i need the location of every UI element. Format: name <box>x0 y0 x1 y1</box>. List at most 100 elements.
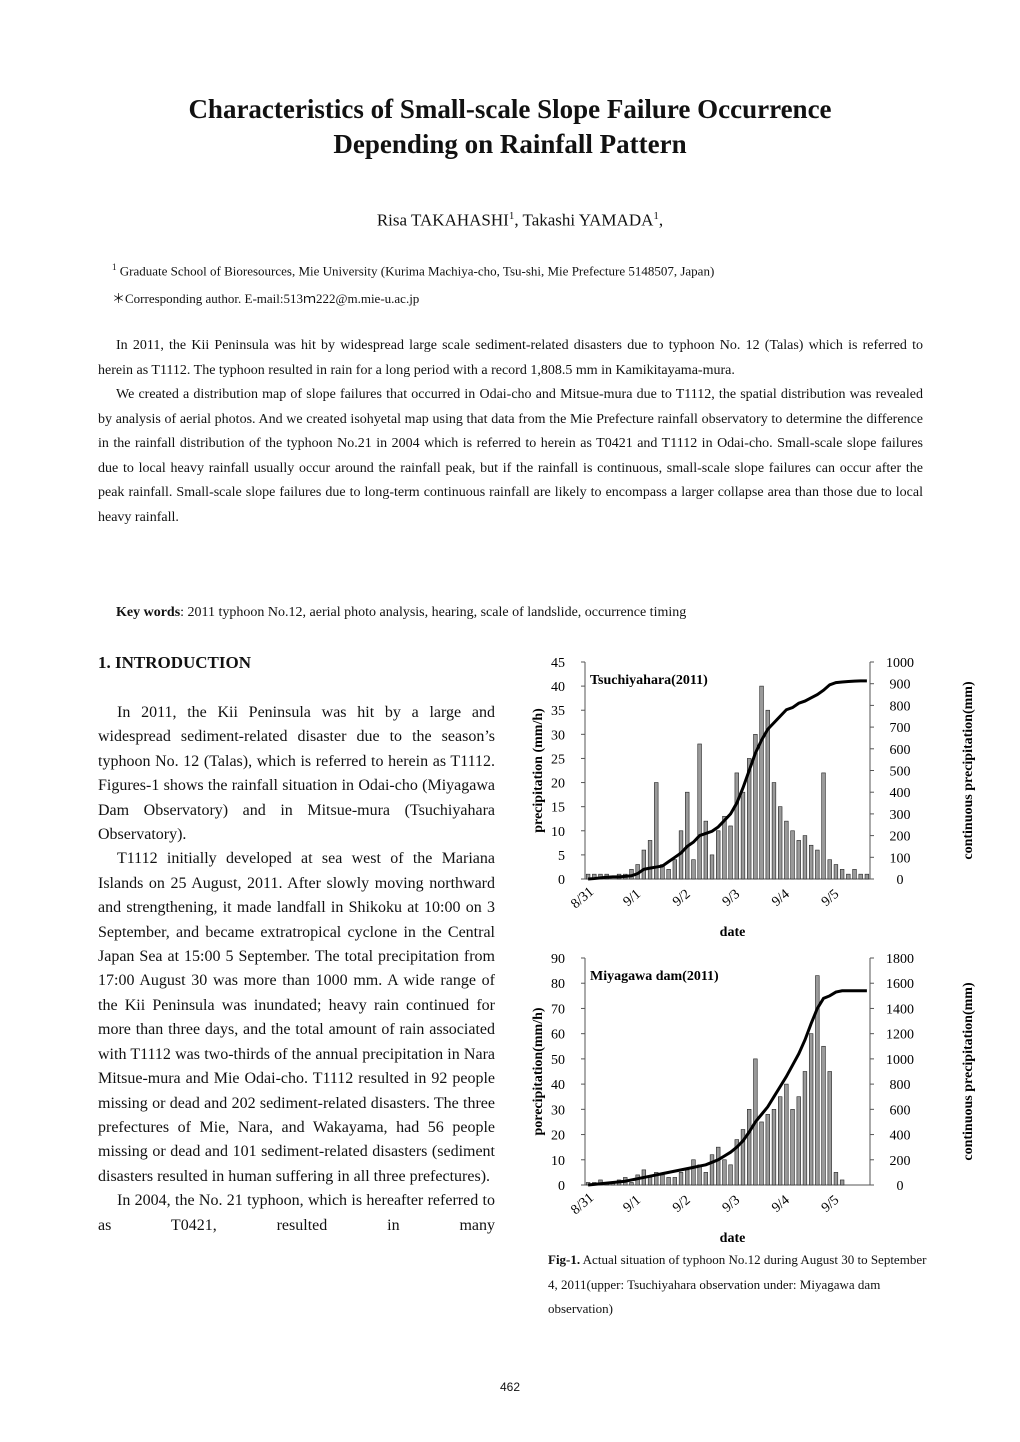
y-tick-label: 60 <box>551 1028 565 1043</box>
bar <box>808 844 814 880</box>
y-tick-label: 35 <box>551 704 565 719</box>
bar <box>722 1159 727 1186</box>
y2-tick-label: 1600 <box>886 977 914 992</box>
title-line: Depending on Rainfall Pattern <box>333 129 687 159</box>
affiliation-text: Graduate School of Bioresources, Mie Uni… <box>119 263 715 279</box>
caption-label: Fig-1. <box>548 1252 581 1267</box>
bar <box>852 869 857 880</box>
y-tick-label: 25 <box>551 752 565 767</box>
bar <box>647 1177 653 1186</box>
body-paragraph: In 2011, the Kii Peninsula was hit by a … <box>98 704 495 844</box>
bar <box>685 791 690 880</box>
bar <box>660 1174 665 1186</box>
y-axis-label: porecipitation(mm/h) <box>531 1007 546 1135</box>
bar <box>784 820 789 880</box>
cumulative-line <box>587 679 867 881</box>
y-tick-label: 10 <box>551 1154 565 1169</box>
bar <box>759 685 764 880</box>
x-tick-label: 9/4 <box>769 1193 792 1216</box>
x-axis-label: date <box>720 1231 746 1246</box>
y-tick-label: 40 <box>551 680 565 695</box>
author-sup: 1 <box>508 210 515 222</box>
y2-axis-label: continuous precipitation(mm) <box>961 681 976 860</box>
x-axis-label: date <box>720 925 746 940</box>
y-tick-label: 5 <box>558 849 565 864</box>
bar <box>728 825 733 880</box>
y2-tick-label: 600 <box>890 743 911 758</box>
bar <box>821 772 826 880</box>
bar <box>666 869 671 880</box>
y2-tick-label: 200 <box>890 1154 911 1169</box>
y2-tick-label: 900 <box>890 678 911 693</box>
bar <box>697 743 702 880</box>
y-tick-label: 30 <box>551 1103 565 1118</box>
y2-tick-label: 200 <box>890 830 911 845</box>
x-tick-label: 8/31 <box>568 885 597 912</box>
bar <box>827 859 832 880</box>
affiliation-sup: 1 <box>112 262 117 272</box>
bar <box>647 840 653 880</box>
y2-tick-label: 400 <box>890 786 911 801</box>
chart: 0 10 20 30 40 50 60 70 80 90 0 200 400 600 800 1000 1200… <box>531 952 976 1246</box>
bar <box>771 782 777 880</box>
bar <box>685 1169 690 1186</box>
bar <box>846 873 851 880</box>
y2-tick-label: 0 <box>897 873 904 888</box>
author-sup: 1 <box>653 210 659 222</box>
x-tick-label: 9/3 <box>720 887 743 910</box>
bar <box>654 782 659 880</box>
x-tick-label: 9/2 <box>670 1193 693 1216</box>
affiliation: 1 Graduate School of Bioresources, Mie U… <box>112 262 714 279</box>
page-number: 462 <box>499 1380 521 1394</box>
y-tick-label: 50 <box>551 1053 565 1068</box>
y2-tick-label: 300 <box>890 808 911 823</box>
authors: Risa TAKAHASHI1, Takashi YAMADA1, <box>0 210 1020 231</box>
y-tick-label: 30 <box>551 728 565 743</box>
chart: 0 5 10 15 20 25 30 35 40 45 0 100 200 300 400 500 600 700… <box>531 656 976 940</box>
y2-tick-label: 0 <box>897 1179 904 1194</box>
y2-tick-label: 600 <box>890 1103 911 1118</box>
author-name: Risa TAKAHASHI <box>376 210 509 230</box>
bar <box>716 830 721 880</box>
bar <box>802 1071 808 1186</box>
section-heading: 1. INTRODUCTION <box>98 653 252 672</box>
bar <box>691 859 696 880</box>
bar <box>778 806 783 880</box>
y-tick-label: 40 <box>551 1078 565 1093</box>
bar <box>808 1033 814 1186</box>
y2-tick-label: 1200 <box>886 1028 914 1043</box>
body-paragraph: T1112 initially developed at sea west of… <box>98 850 495 1185</box>
bar <box>765 1114 770 1186</box>
bar <box>839 1179 845 1186</box>
bar <box>728 1164 733 1186</box>
bar <box>796 1096 801 1186</box>
bar <box>753 734 758 880</box>
keywords: Key words: 2011 typhoon No.12, aerial ph… <box>116 605 686 621</box>
bar <box>815 975 820 1186</box>
abstract-paragraph: In 2011, the Kii Peninsula was hit by wi… <box>98 338 923 378</box>
bar <box>654 1172 659 1186</box>
caption: Fig-1. Actual situation of typhoon No.12… <box>548 1248 928 1322</box>
bar <box>641 849 647 880</box>
y2-tick-label: 1400 <box>886 1002 914 1017</box>
bar <box>672 859 677 880</box>
bar <box>666 1177 671 1186</box>
bar <box>740 1129 746 1186</box>
abstract: In 2011, the Kii Peninsula was hit by wi… <box>98 334 923 530</box>
author-name: Takashi YAMADA <box>522 210 654 230</box>
y2-tick-label: 1800 <box>886 952 914 967</box>
y2-tick-label: 800 <box>890 1078 911 1093</box>
y-tick-label: 70 <box>551 1002 565 1017</box>
y2-tick-label: 700 <box>890 721 911 736</box>
title-line: Characteristics of Small-scale Slope Fai… <box>188 94 832 124</box>
x-tick-label: 9/1 <box>621 1193 644 1216</box>
bar <box>778 1096 783 1186</box>
bar <box>722 816 727 880</box>
y-tick-label: 20 <box>551 1129 565 1144</box>
x-tick-label: 9/4 <box>769 887 792 910</box>
bar <box>815 849 820 880</box>
y-tick-label: 20 <box>551 777 565 792</box>
y2-tick-label: 800 <box>890 699 911 714</box>
y2-tick-label: 1000 <box>886 1053 914 1068</box>
bar <box>765 709 770 880</box>
